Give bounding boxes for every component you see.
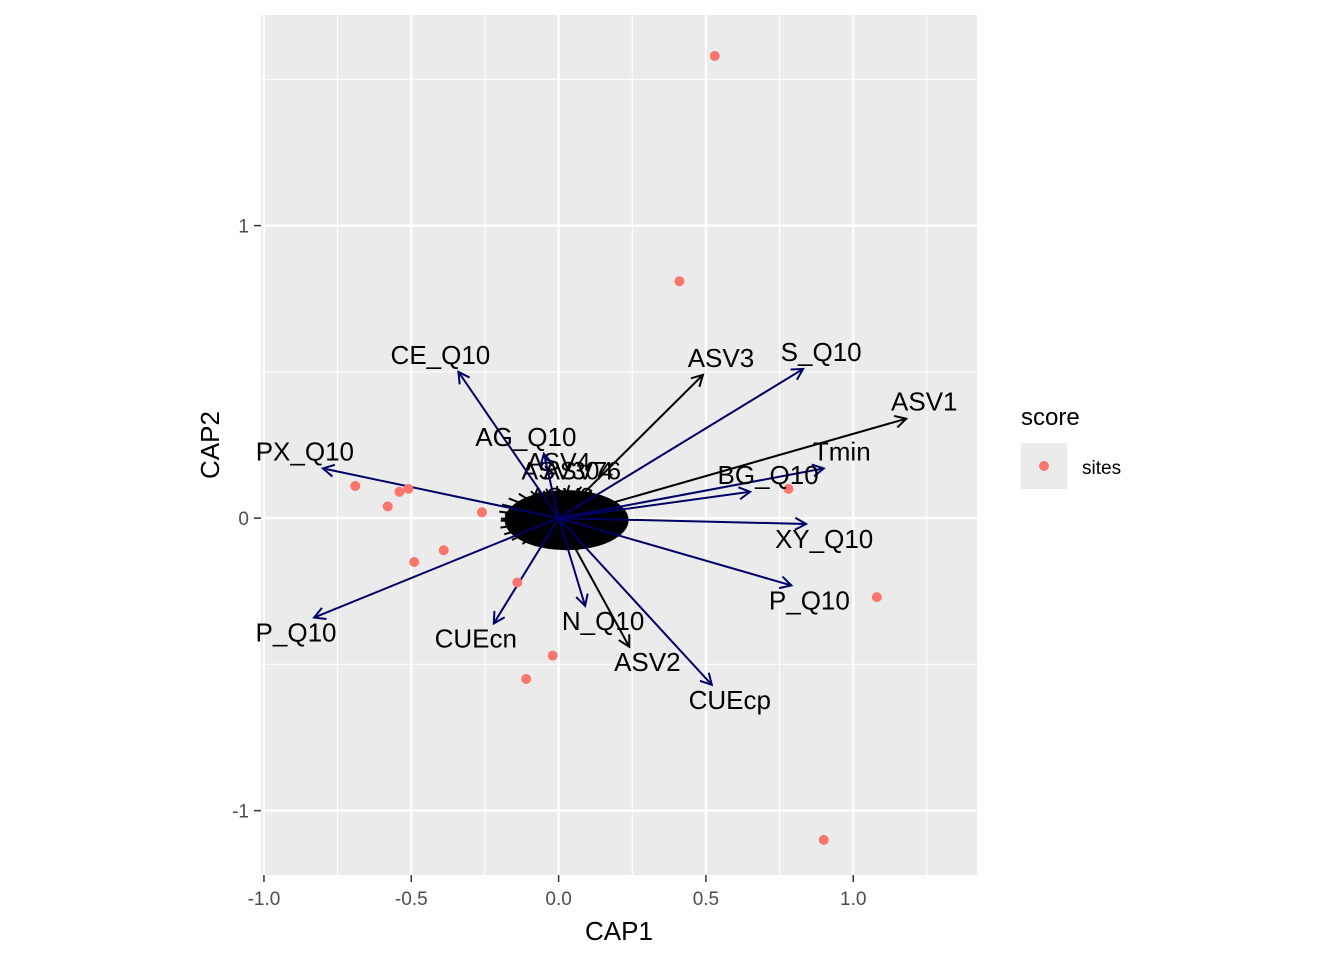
- vector-s-q10: [558, 369, 804, 519]
- vector-label: ASV1: [891, 387, 958, 417]
- y-tick-label: -1: [232, 802, 249, 823]
- vector-ce-q10: [458, 372, 560, 519]
- site-point: [674, 276, 685, 287]
- vector-label: CUEcp: [689, 685, 771, 715]
- site-point: [512, 577, 523, 588]
- site-point: [409, 557, 420, 568]
- vector-n-q10: [557, 517, 586, 606]
- x-tick-label: 0.0: [545, 889, 571, 910]
- y-tick-label: 0: [238, 509, 249, 530]
- site-point: [783, 483, 794, 494]
- x-axis-ticks: -1.0 -0.5 0.0 0.5 1.0: [248, 875, 866, 910]
- vector-label: XY_Q10: [775, 524, 873, 554]
- vector-cuecn: [494, 517, 560, 623]
- vector-tmin: [558, 468, 824, 520]
- crowd-label: ASV0: [530, 484, 594, 512]
- y-axis-ticks: -1 0 1: [232, 217, 261, 823]
- site-point: [394, 486, 405, 497]
- vector-label: PX_Q10: [256, 436, 354, 466]
- site-point: [382, 501, 393, 512]
- vector-label: BG_Q10: [718, 460, 819, 490]
- x-tick-label: -1.0: [248, 889, 281, 910]
- legend-label-sites: sites: [1082, 458, 1121, 479]
- vector-label: Tmin: [813, 436, 871, 466]
- vector-label: P_Q10: [769, 585, 850, 615]
- site-point: [871, 592, 882, 603]
- vector-xy-q10: [558, 518, 807, 524]
- vector-label: ASV3: [688, 343, 755, 373]
- site-point: [818, 834, 829, 845]
- vector-cuecp: [557, 517, 712, 685]
- site-point: [521, 674, 532, 685]
- vector-ag-q10: [544, 454, 560, 519]
- legend-sites-dot: [1039, 461, 1049, 471]
- vector-label: AG_Q10: [475, 422, 576, 452]
- vector-asv2: [557, 517, 630, 647]
- vector-label: P_Q10: [256, 618, 337, 648]
- legend-title: score: [1021, 404, 1080, 431]
- vector-asv3: [557, 375, 703, 519]
- site-point: [350, 480, 361, 491]
- x-axis-title: CAP1: [585, 916, 653, 946]
- y-tick-label: 1: [238, 217, 249, 238]
- biplot-vectors: [314, 369, 906, 685]
- crowd-label: ASV304: [522, 457, 614, 485]
- x-tick-label: 0.5: [693, 889, 719, 910]
- site-point: [438, 545, 449, 556]
- legend: score sites: [1021, 404, 1121, 489]
- vector-label: CE_Q10: [391, 340, 491, 370]
- site-points: [350, 50, 882, 845]
- site-point: [403, 483, 414, 494]
- crowd-label: ASV4: [527, 449, 591, 477]
- vector-p-q10: [314, 517, 559, 617]
- plot-panel: [261, 15, 977, 875]
- vector-bg-q10: [558, 492, 751, 520]
- crowd-label: ASV76: [543, 457, 621, 485]
- x-tick-label: -0.5: [395, 889, 428, 910]
- vector-asv1: [558, 419, 907, 520]
- y-axis-title: CAP2: [195, 411, 225, 479]
- site-point: [709, 50, 720, 61]
- vector-label: S_Q10: [781, 337, 862, 367]
- site-point: [476, 507, 487, 518]
- vector-label: CUEcn: [435, 623, 517, 653]
- vector-px-q10: [323, 468, 559, 520]
- site-point: [547, 650, 558, 661]
- vector-label: N_Q10: [562, 606, 644, 636]
- x-tick-label: 1.0: [840, 889, 866, 910]
- vector-p-q10: [558, 517, 792, 585]
- vector-label: ASV2: [614, 647, 681, 677]
